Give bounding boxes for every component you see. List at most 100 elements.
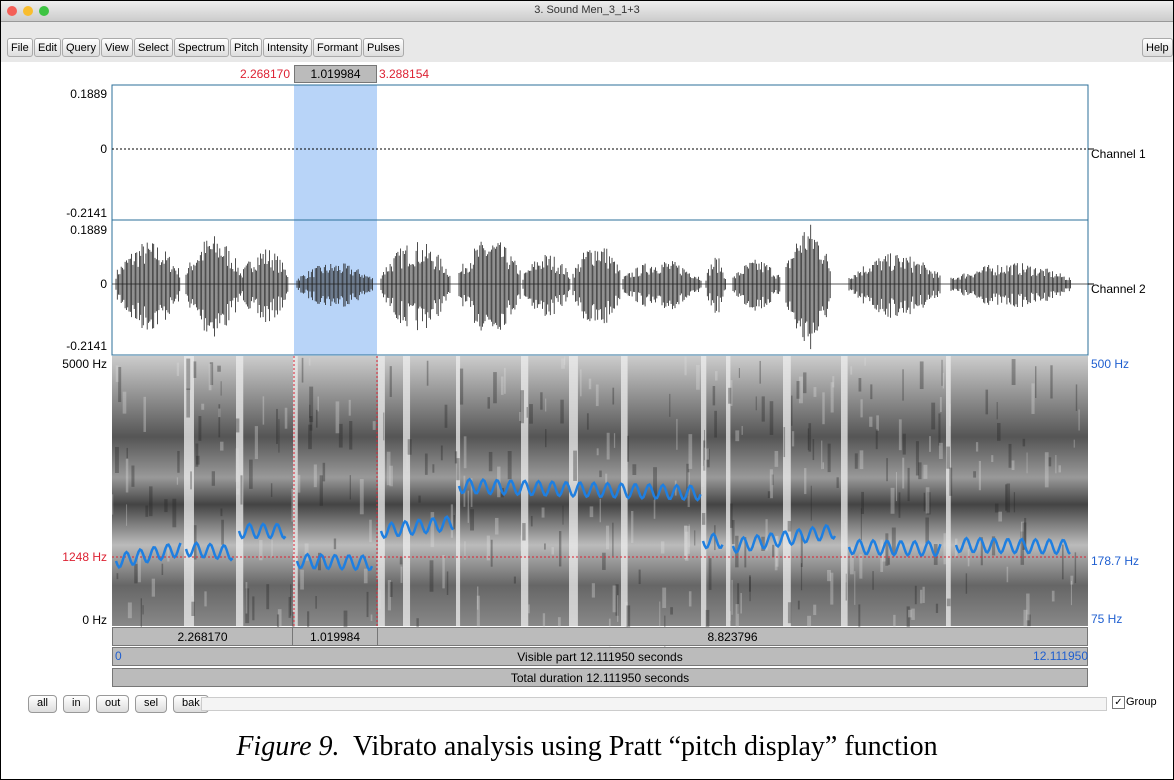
- spectrogram-texture: [195, 443, 199, 467]
- title-bar: 3. Sound Men_3_1+3: [1, 1, 1173, 22]
- spectrogram-texture: [386, 451, 391, 486]
- time-cell[interactable]: 8.823796: [377, 627, 1088, 646]
- close-button[interactable]: [7, 6, 17, 16]
- spectrogram-texture: [134, 563, 138, 584]
- amplitude-label: 0.1889: [70, 223, 107, 237]
- spectrogram-texture: [886, 458, 888, 482]
- spectrogram-texture: [463, 436, 467, 469]
- spectrogram-texture: [704, 447, 706, 478]
- spectrogram-texture: [687, 526, 690, 554]
- spectrogram-texture: [836, 477, 839, 488]
- spectrogram-texture: [705, 609, 710, 641]
- spectrogram-texture: [520, 535, 524, 551]
- pitch-label: 500 Hz: [1091, 357, 1130, 371]
- spectrogram-texture: [712, 385, 716, 406]
- spectrogram-texture: [660, 541, 665, 554]
- menu-item[interactable]: Pitch: [230, 38, 263, 57]
- spectrogram-texture: [854, 571, 856, 605]
- menu-item[interactable]: File: [7, 38, 33, 57]
- spectrogram-texture: [714, 410, 717, 438]
- spectrogram-texture: [730, 380, 733, 406]
- spectrogram-texture: [872, 571, 874, 590]
- spectrogram-texture: [444, 404, 448, 428]
- spectrogram-texture: [221, 519, 224, 545]
- spectrogram-texture: [276, 408, 278, 444]
- spectrogram-texture: [143, 396, 146, 432]
- frequency-label: 0 Hz: [82, 613, 107, 627]
- zoom-button[interactable]: in: [63, 695, 90, 713]
- spectrogram-texture: [774, 450, 779, 467]
- spectrogram-texture: [520, 390, 524, 424]
- spectrogram-texture: [765, 519, 768, 551]
- spectrogram-texture: [882, 543, 886, 562]
- spectrogram-texture: [774, 536, 778, 571]
- spectrogram-gap: [184, 356, 194, 626]
- spectrogram-texture: [399, 557, 403, 565]
- pitch-label: 178.7 Hz: [1091, 554, 1140, 568]
- zoom-button[interactable]: sel: [135, 695, 168, 713]
- spectrogram-texture: [813, 387, 817, 397]
- spectrogram-texture: [343, 610, 348, 638]
- menu-item[interactable]: Formant: [313, 38, 362, 57]
- spectrogram-texture: [545, 429, 547, 448]
- spectrogram-texture: [684, 356, 687, 376]
- spectrogram-texture: [902, 457, 905, 489]
- spectrogram-texture: [632, 464, 637, 475]
- help-menu[interactable]: Help: [1142, 38, 1173, 57]
- spectrogram-texture: [476, 595, 480, 629]
- menu-item[interactable]: Edit: [34, 38, 61, 57]
- spectrogram-texture: [1074, 552, 1077, 584]
- pitch-contour: [954, 536, 1071, 556]
- spectrogram-texture: [406, 453, 409, 472]
- spectrogram-texture: [218, 408, 221, 418]
- spectrogram-texture: [338, 423, 343, 448]
- spectrogram-texture: [602, 552, 606, 570]
- zoom-button[interactable]: out: [96, 695, 130, 713]
- spectrogram-texture: [370, 614, 373, 622]
- spectrogram-texture: [923, 464, 928, 479]
- spectrogram-texture: [1027, 614, 1031, 627]
- spectrogram-texture: [580, 369, 582, 397]
- time-cell[interactable]: 2.268170: [112, 627, 293, 646]
- spectrogram-texture: [627, 435, 630, 462]
- spectrogram-texture: [416, 618, 419, 634]
- menu-item[interactable]: Intensity: [263, 38, 312, 57]
- menu-item[interactable]: Query: [62, 38, 100, 57]
- minimize-button[interactable]: [23, 6, 33, 16]
- menu-item[interactable]: Spectrum: [174, 38, 230, 57]
- pitch-contour: [457, 477, 702, 502]
- spectrogram-texture: [186, 388, 191, 418]
- spectrogram-texture: [920, 589, 923, 604]
- zoom-button[interactable]: all: [28, 695, 58, 713]
- spectrogram-texture: [844, 522, 847, 551]
- spectrogram-texture: [211, 471, 215, 486]
- spectrogram-texture: [769, 401, 774, 435]
- spectrogram-texture: [201, 403, 205, 410]
- scrollbar[interactable]: [201, 697, 1107, 711]
- spectrogram-texture: [898, 492, 901, 518]
- spectrogram-texture: [551, 547, 554, 555]
- spectrogram-texture: [978, 460, 981, 491]
- group-checkbox[interactable]: ✓: [1112, 696, 1125, 709]
- spectrogram-texture: [1006, 566, 1009, 583]
- time-cell[interactable]: 1.019984: [292, 627, 378, 646]
- spectrogram-texture: [1061, 544, 1064, 580]
- amplitude-label: 0: [100, 277, 107, 291]
- spectrogram-texture: [308, 424, 312, 450]
- spectrogram-texture: [493, 372, 497, 404]
- spectrogram-texture: [545, 398, 547, 412]
- spectrogram-texture: [262, 396, 265, 425]
- spectrogram-texture: [1011, 359, 1016, 386]
- spectrogram-texture: [669, 393, 671, 417]
- spectrogram-texture: [797, 600, 800, 610]
- spectrogram-texture: [122, 391, 127, 414]
- zoom-button[interactable]: [39, 6, 49, 16]
- total-bar[interactable]: Total duration 12.111950 seconds: [112, 668, 1088, 687]
- menu-item[interactable]: Pulses: [363, 38, 405, 57]
- menu-item[interactable]: Select: [134, 38, 173, 57]
- spectrogram-texture: [688, 434, 693, 469]
- menu-item[interactable]: View: [101, 38, 133, 57]
- channel-2-panel: [111, 219, 1089, 356]
- zoom-button[interactable]: bak: [173, 695, 209, 713]
- visible-bar[interactable]: Visible part 12.111950 seconds: [112, 647, 1088, 666]
